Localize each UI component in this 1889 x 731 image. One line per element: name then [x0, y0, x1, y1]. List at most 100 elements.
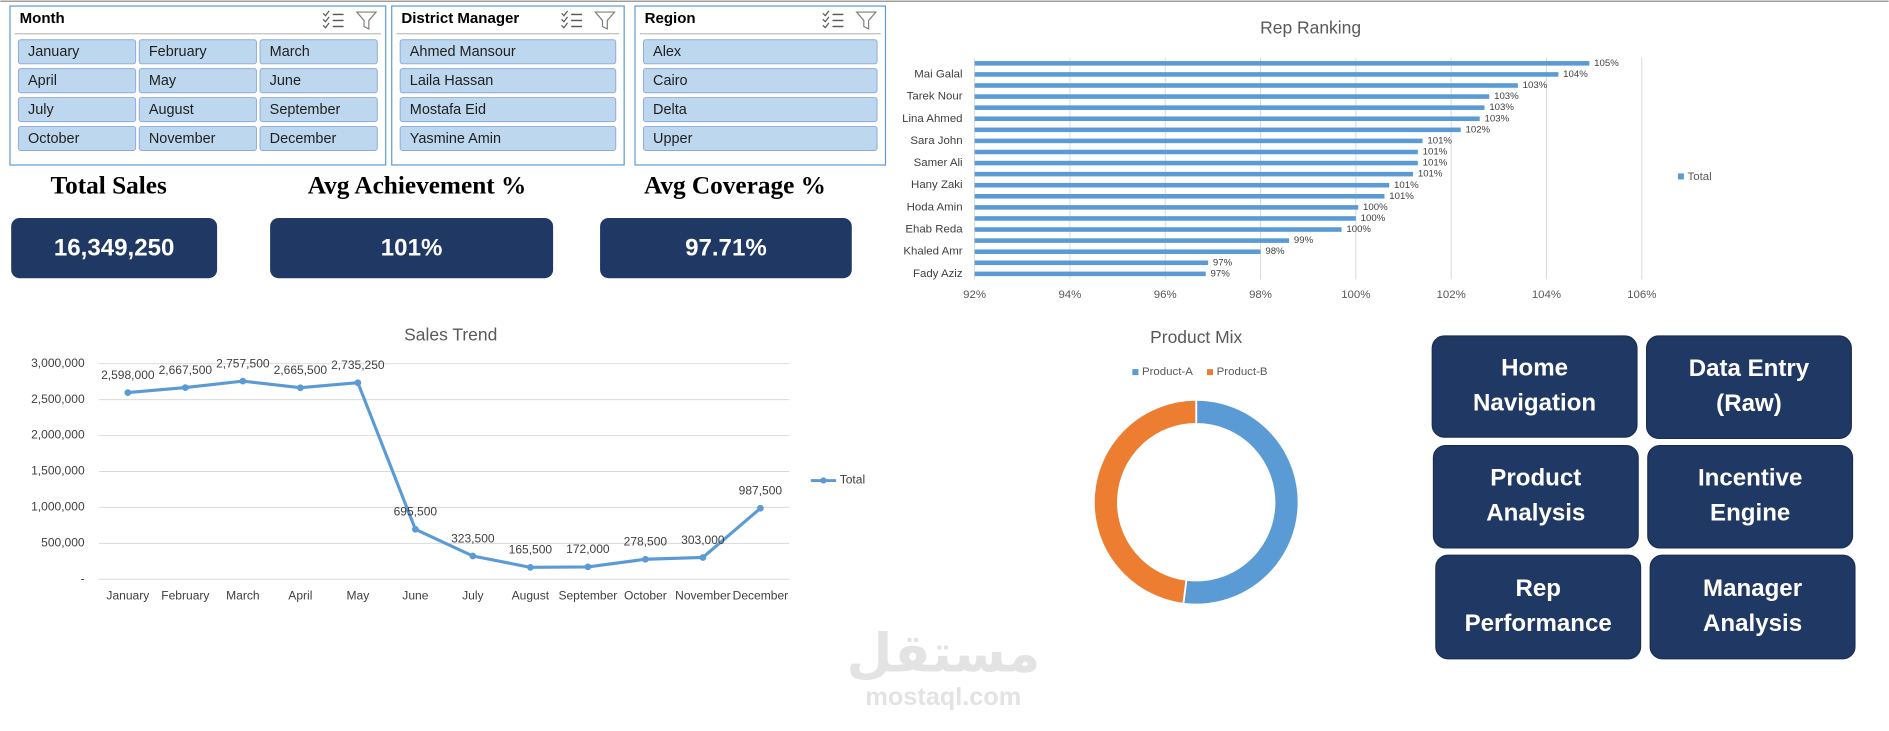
slicer-item-box[interactable]: [259, 39, 378, 65]
clear-filter-icon[interactable]: [355, 11, 378, 30]
nav-button-box[interactable]: [1649, 554, 1856, 660]
nav-button-label[interactable]: (Raw): [1716, 390, 1782, 417]
slicer-item-box[interactable]: [642, 125, 878, 152]
legend-swatch: [1132, 369, 1139, 376]
slicer-item-label[interactable]: Cairo: [653, 73, 688, 89]
slicer-item[interactable]: Upper: [642, 125, 878, 152]
slicer-item[interactable]: July: [17, 97, 137, 123]
slicer-item-label[interactable]: Alex: [653, 44, 682, 60]
nav-button-label[interactable]: Incentive: [1698, 465, 1802, 492]
slicer-item-box[interactable]: [259, 97, 378, 123]
nav-button[interactable]: Rep Performance: [1435, 554, 1642, 660]
chart-title: Sales Trend: [404, 325, 497, 345]
point: [699, 554, 707, 561]
slicer-item[interactable]: Cairo: [642, 68, 878, 94]
slicer-item-box[interactable]: [17, 125, 137, 152]
slicer-item-box[interactable]: [399, 125, 617, 152]
slicer-item-label[interactable]: Ahmed Mansour: [410, 44, 516, 60]
multi-select-icon[interactable]: [561, 10, 583, 29]
slicer-item-box[interactable]: [138, 39, 257, 65]
slicer-item-box[interactable]: [399, 39, 617, 65]
nav-button-label[interactable]: Navigation: [1473, 389, 1596, 416]
slicer-item-box[interactable]: [642, 97, 878, 123]
slicer-item-label[interactable]: July: [28, 102, 54, 118]
clear-filter-icon[interactable]: [593, 11, 616, 30]
multi-select-icon[interactable]: [322, 10, 344, 29]
nav-button-label[interactable]: Manager: [1703, 575, 1802, 602]
nav-button-box[interactable]: [1647, 444, 1854, 549]
slicer-item-box[interactable]: [642, 39, 878, 65]
nav-button[interactable]: Home Navigation: [1431, 335, 1638, 438]
slicer-item[interactable]: Alex: [642, 39, 878, 65]
slicer-item-box[interactable]: [17, 68, 137, 94]
nav-button-label[interactable]: Data Entry: [1689, 355, 1810, 382]
nav-button-label[interactable]: Rep: [1515, 575, 1561, 602]
data-label: 323,500: [451, 531, 495, 545]
slicer-item-box[interactable]: [259, 125, 378, 152]
nav-button-label[interactable]: Engine: [1710, 500, 1790, 527]
slicer-item-label[interactable]: Mostafa Eid: [410, 102, 486, 118]
slicer-item[interactable]: August: [138, 97, 257, 123]
slicer-item[interactable]: Mostafa Eid: [399, 97, 617, 123]
multi-select-icon[interactable]: [822, 10, 844, 29]
nav-button-box[interactable]: [1435, 554, 1642, 660]
slicer-item-label[interactable]: Laila Hassan: [410, 73, 493, 89]
nav-button-label[interactable]: Product: [1490, 465, 1581, 492]
slicer-item-label[interactable]: June: [270, 73, 301, 89]
slicer-item[interactable]: Ahmed Mansour: [399, 39, 617, 65]
slicer-item[interactable]: January: [17, 39, 137, 65]
nav-button[interactable]: Manager Analysis: [1649, 554, 1856, 660]
slicer-item-label[interactable]: November: [149, 131, 216, 147]
point: [354, 379, 362, 387]
slicer-item-box[interactable]: [138, 125, 257, 152]
nav-button-box[interactable]: [1432, 444, 1639, 549]
slicer-item-box[interactable]: [138, 68, 257, 94]
slicer-item[interactable]: May: [138, 68, 257, 94]
slicer-item-label[interactable]: January: [28, 44, 80, 60]
nav-button-label[interactable]: Performance: [1465, 610, 1612, 637]
slicer-item-label[interactable]: Upper: [653, 131, 693, 147]
slicer-item[interactable]: November: [138, 125, 257, 152]
slicer-item[interactable]: March: [259, 39, 378, 65]
slicer-item-box[interactable]: [17, 39, 137, 65]
slicer-item-box[interactable]: [399, 97, 617, 123]
slicer-item-label[interactable]: February: [149, 44, 208, 60]
nav-button-label[interactable]: Home: [1501, 354, 1568, 381]
slicer-item[interactable]: April: [17, 68, 137, 94]
nav-button-box[interactable]: [1431, 335, 1638, 438]
slicer-item-label[interactable]: September: [270, 102, 341, 118]
clear-filter-icon[interactable]: [855, 11, 878, 30]
slicer-item[interactable]: Delta: [642, 97, 878, 123]
slicer-item-box[interactable]: [642, 68, 878, 94]
nav-button[interactable]: Product Analysis: [1432, 444, 1639, 549]
slicer-item-label[interactable]: Yasmine Amin: [410, 131, 501, 147]
slicer-item-box[interactable]: [259, 68, 378, 94]
slicer-item-label[interactable]: April: [28, 73, 57, 89]
icon-stroke: [561, 10, 569, 17]
y-tick-label: Lina Ahmed: [902, 113, 962, 125]
nav-button-box[interactable]: [1645, 335, 1852, 439]
slicer-item-label[interactable]: May: [149, 73, 177, 89]
slicer-item[interactable]: Yasmine Amin: [399, 125, 617, 152]
slicer-item-box[interactable]: [138, 97, 257, 123]
x-tick-label: November: [675, 588, 731, 602]
slicer-item-label[interactable]: December: [270, 131, 337, 147]
slicer-item-box[interactable]: [17, 97, 137, 123]
slicer-item[interactable]: February: [138, 39, 257, 65]
nav-button-label[interactable]: Analysis: [1703, 610, 1802, 637]
data-label: 97%: [1213, 257, 1233, 268]
slicer-item-label[interactable]: October: [28, 131, 80, 147]
slicer-item[interactable]: Laila Hassan: [399, 68, 617, 94]
slicer-item-label[interactable]: Delta: [653, 102, 688, 118]
slicer-item[interactable]: December: [259, 125, 378, 152]
slicer-item[interactable]: June: [259, 68, 378, 94]
slicer-item-box[interactable]: [399, 68, 617, 94]
nav-button-label[interactable]: Analysis: [1486, 500, 1585, 527]
nav-button[interactable]: Data Entry (Raw): [1645, 335, 1852, 439]
slicer-item-label[interactable]: March: [270, 44, 310, 60]
slicer-item-label[interactable]: August: [149, 102, 194, 118]
slicer-item[interactable]: September: [259, 97, 378, 123]
slicer-item[interactable]: October: [17, 125, 137, 152]
nav-button[interactable]: Incentive Engine: [1647, 444, 1854, 549]
point: [124, 389, 132, 396]
